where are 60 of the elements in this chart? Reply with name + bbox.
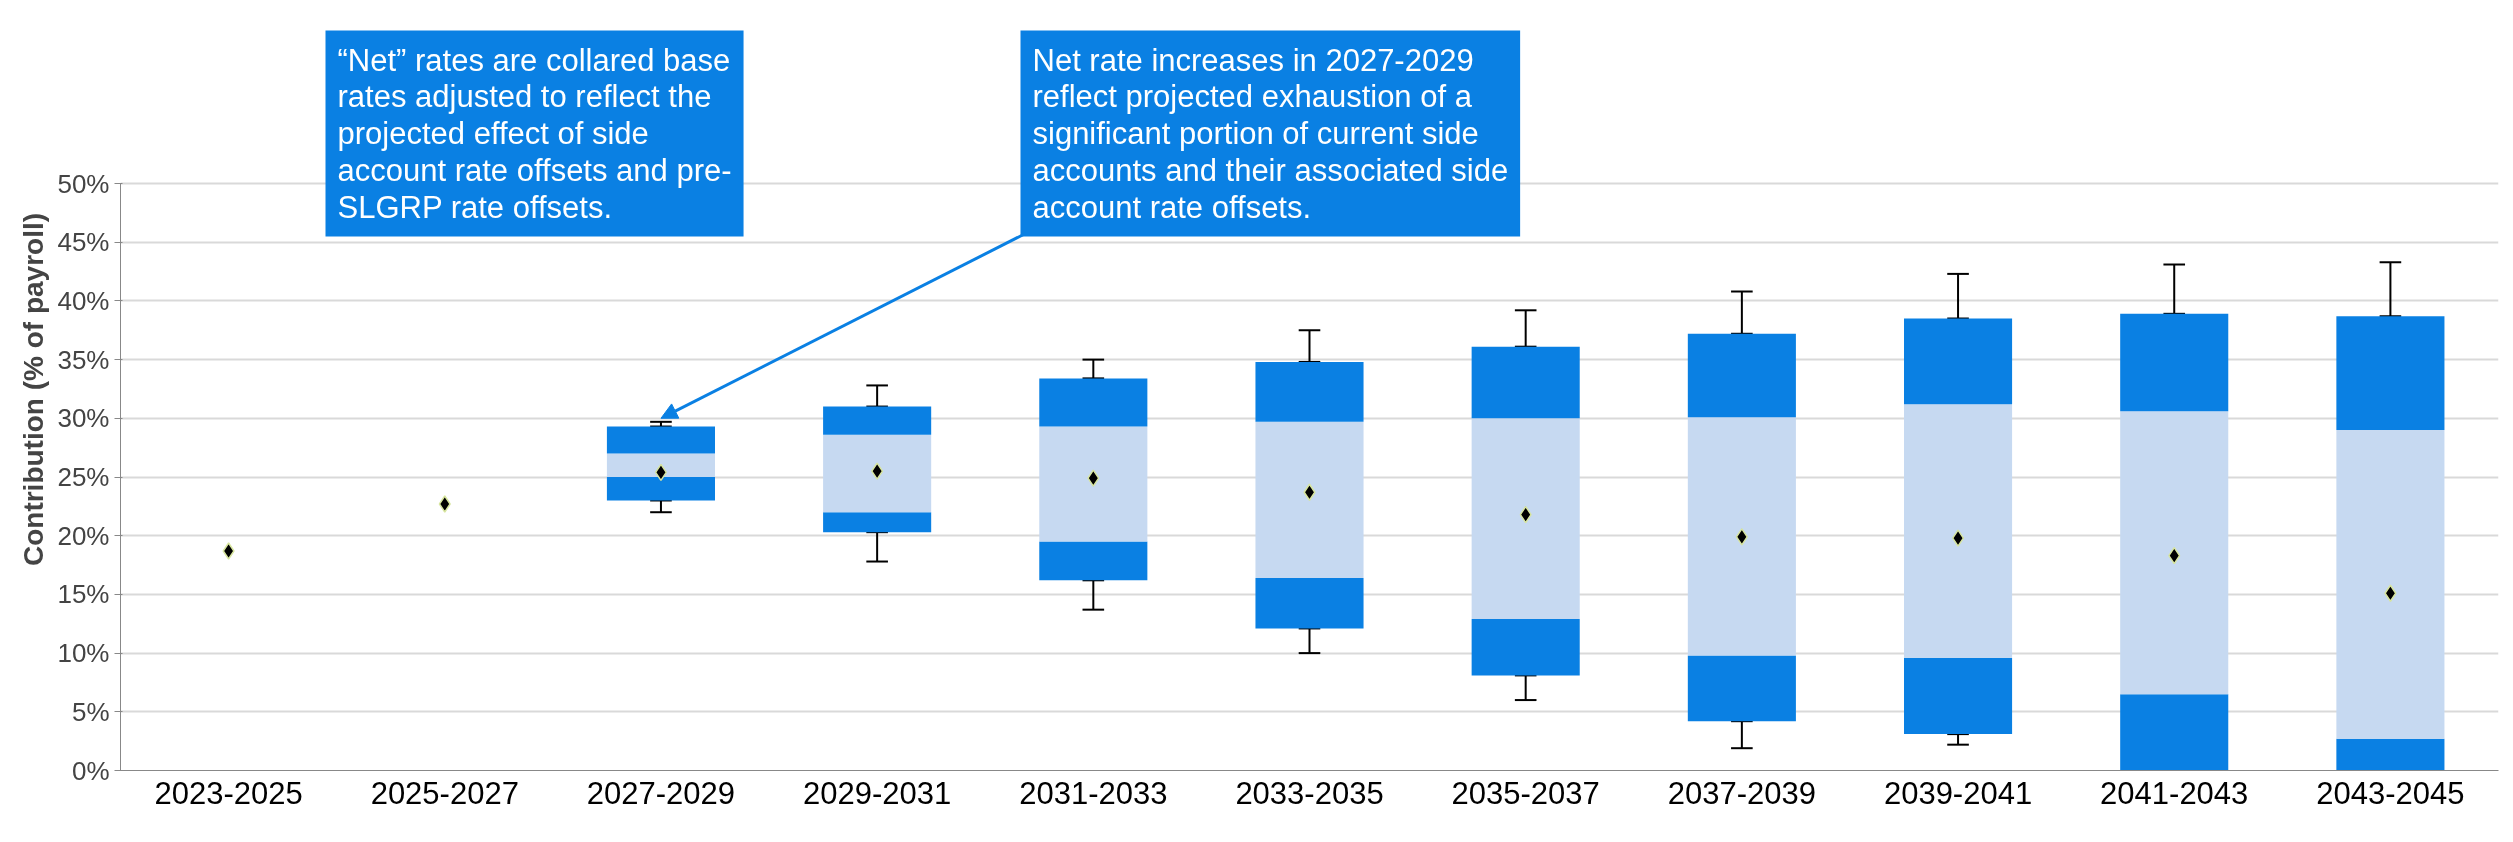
bar bbox=[2120, 694, 2229, 771]
bar bbox=[1039, 378, 1148, 427]
point bbox=[1951, 529, 1965, 547]
y-tick-label: 50% bbox=[57, 168, 110, 199]
bar bbox=[1904, 657, 2013, 735]
x-tick-label: 2039-2041 bbox=[1883, 775, 2033, 811]
bar bbox=[606, 426, 715, 454]
bar bbox=[1471, 418, 1580, 620]
y-tick-label: 10% bbox=[57, 638, 110, 669]
y-axis-title: Contribution (% of payroll) bbox=[18, 212, 50, 567]
bar bbox=[1687, 655, 1796, 722]
y-tick-label: 35% bbox=[57, 344, 110, 375]
bar bbox=[1471, 346, 1580, 419]
bar bbox=[823, 512, 932, 533]
bar bbox=[823, 434, 932, 513]
y-tick-label: 40% bbox=[57, 285, 110, 316]
point bbox=[2384, 584, 2397, 602]
x-tick-label: 2041-2043 bbox=[2100, 775, 2249, 811]
y-tick-label: 30% bbox=[57, 403, 110, 434]
x-tick-label: 2043-2045 bbox=[2316, 775, 2465, 811]
point bbox=[222, 542, 235, 560]
point bbox=[438, 495, 451, 513]
bar bbox=[2120, 411, 2229, 695]
x-tick-label: 2025-2027 bbox=[370, 775, 519, 811]
x-tick-label: 2023-2025 bbox=[154, 775, 303, 811]
bar bbox=[1255, 577, 1364, 629]
bar bbox=[2120, 313, 2229, 412]
y-tick-label: 5% bbox=[71, 696, 110, 727]
bar bbox=[1255, 421, 1364, 578]
bar bbox=[1904, 404, 2013, 658]
y-tick-label: 0% bbox=[71, 755, 110, 786]
bar bbox=[606, 453, 715, 477]
point bbox=[654, 463, 668, 482]
y-tick-label: 20% bbox=[57, 520, 110, 551]
bar bbox=[606, 477, 715, 501]
bar bbox=[1904, 318, 2013, 405]
point bbox=[871, 462, 884, 480]
annotation: “Net” rates are collared base rates adjusted to reflect the projected effect of side account rate offsets and pre-SLGRP rate offsets. bbox=[337, 42, 732, 225]
bar bbox=[1039, 541, 1148, 581]
x-tick-label: 2035-2037 bbox=[1451, 775, 1600, 811]
annotation: Net rate increases in 2027-2029 reflect projected exhaustion of a significant portion of current side accounts and their associated side account rate offsets. bbox=[1032, 42, 1509, 225]
bar bbox=[2336, 430, 2445, 739]
bar bbox=[1039, 426, 1148, 542]
bar bbox=[1255, 361, 1364, 422]
bar bbox=[1471, 619, 1580, 676]
y-tick-label: 25% bbox=[57, 462, 110, 492]
bar bbox=[2336, 738, 2445, 771]
point bbox=[1087, 469, 1100, 487]
bar bbox=[2336, 316, 2445, 431]
y-tick-label: 45% bbox=[57, 227, 110, 258]
x-tick-label: 2037-2039 bbox=[1667, 775, 1816, 811]
bar bbox=[1687, 417, 1796, 656]
x-tick-label: 2029-2031 bbox=[803, 775, 952, 811]
point bbox=[1735, 528, 1748, 546]
x-tick-label: 2031-2033 bbox=[1019, 775, 1168, 811]
bar bbox=[1687, 333, 1796, 418]
bar bbox=[823, 406, 932, 435]
y-tick-label: 15% bbox=[57, 579, 110, 610]
x-tick-label: 2027-2029 bbox=[586, 775, 736, 811]
x-tick-label: 2033-2035 bbox=[1235, 775, 1384, 811]
